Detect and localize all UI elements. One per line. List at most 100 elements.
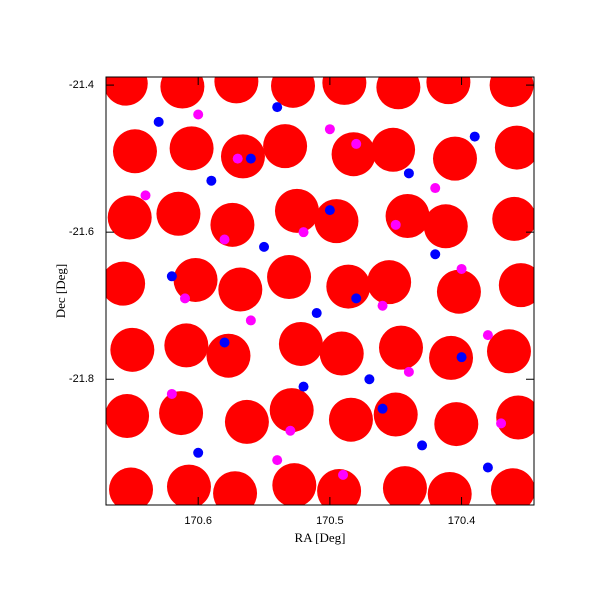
point bbox=[427, 471, 472, 505]
point bbox=[482, 330, 493, 341]
point bbox=[164, 323, 209, 368]
point bbox=[432, 136, 477, 181]
point bbox=[106, 261, 146, 306]
point bbox=[371, 127, 416, 172]
point bbox=[173, 257, 218, 302]
point bbox=[482, 462, 493, 473]
point bbox=[423, 204, 468, 249]
point bbox=[364, 374, 375, 385]
y-axis-label: Dec [Deg] bbox=[53, 264, 68, 319]
point bbox=[469, 131, 480, 142]
point bbox=[496, 395, 534, 440]
point bbox=[272, 455, 283, 466]
y-tick-label: -21.8 bbox=[69, 373, 94, 385]
point bbox=[232, 153, 243, 164]
point bbox=[382, 466, 427, 505]
point bbox=[267, 255, 312, 300]
point bbox=[112, 129, 157, 174]
point bbox=[169, 126, 214, 171]
point bbox=[492, 196, 534, 241]
point bbox=[314, 199, 359, 244]
point bbox=[271, 77, 315, 108]
point bbox=[378, 325, 423, 370]
point bbox=[140, 190, 151, 201]
point bbox=[214, 77, 259, 104]
point bbox=[486, 329, 531, 374]
point bbox=[490, 468, 534, 505]
point bbox=[494, 125, 534, 170]
point bbox=[351, 138, 362, 149]
point bbox=[219, 337, 230, 348]
point bbox=[351, 293, 362, 304]
plot-area bbox=[106, 77, 534, 505]
point bbox=[274, 188, 319, 233]
point bbox=[403, 168, 414, 179]
point bbox=[259, 241, 270, 252]
point bbox=[206, 333, 251, 378]
point bbox=[206, 175, 217, 186]
point bbox=[224, 399, 269, 444]
point bbox=[220, 134, 265, 179]
point bbox=[489, 77, 534, 108]
point bbox=[153, 116, 164, 127]
point bbox=[285, 425, 296, 436]
point bbox=[166, 464, 211, 505]
point bbox=[403, 366, 414, 377]
point bbox=[376, 77, 421, 110]
point bbox=[385, 193, 430, 238]
point bbox=[367, 260, 412, 305]
point bbox=[434, 402, 479, 447]
point bbox=[245, 153, 256, 164]
point bbox=[106, 77, 148, 106]
point bbox=[263, 124, 308, 169]
point bbox=[278, 321, 323, 366]
point bbox=[373, 392, 418, 437]
point bbox=[317, 469, 362, 505]
point bbox=[245, 315, 256, 326]
point bbox=[160, 77, 205, 109]
point bbox=[319, 331, 364, 376]
point bbox=[324, 205, 335, 216]
point bbox=[272, 102, 283, 113]
point bbox=[390, 219, 401, 230]
point bbox=[436, 269, 481, 314]
x-tick-label: 170.4 bbox=[448, 515, 476, 527]
point bbox=[298, 381, 309, 392]
point bbox=[166, 271, 177, 282]
point bbox=[159, 391, 204, 436]
point bbox=[210, 202, 255, 247]
y-tick-label: -21.4 bbox=[69, 79, 94, 91]
point bbox=[377, 300, 388, 311]
x-tick-label: 170.5 bbox=[316, 515, 344, 527]
point bbox=[456, 352, 467, 363]
point bbox=[193, 447, 204, 458]
frame bbox=[105, 76, 535, 506]
point bbox=[324, 124, 335, 135]
point bbox=[193, 109, 204, 120]
point bbox=[430, 183, 441, 194]
point bbox=[430, 249, 441, 260]
point bbox=[298, 227, 309, 238]
point bbox=[496, 418, 507, 429]
point bbox=[498, 263, 534, 308]
point bbox=[456, 263, 467, 274]
point bbox=[106, 394, 150, 439]
point bbox=[426, 77, 471, 105]
x-axis-label: RA [Deg] bbox=[295, 530, 346, 545]
x-tick-label: 170.6 bbox=[184, 515, 212, 527]
point bbox=[218, 267, 263, 312]
point bbox=[166, 388, 177, 399]
point bbox=[109, 467, 154, 505]
point bbox=[110, 327, 155, 372]
point bbox=[429, 335, 474, 380]
point bbox=[322, 77, 367, 105]
point bbox=[156, 191, 201, 236]
point bbox=[326, 264, 371, 309]
point bbox=[269, 388, 314, 433]
point bbox=[219, 234, 230, 245]
point bbox=[213, 471, 258, 505]
point bbox=[377, 403, 388, 414]
point bbox=[331, 132, 376, 177]
point bbox=[180, 293, 191, 304]
